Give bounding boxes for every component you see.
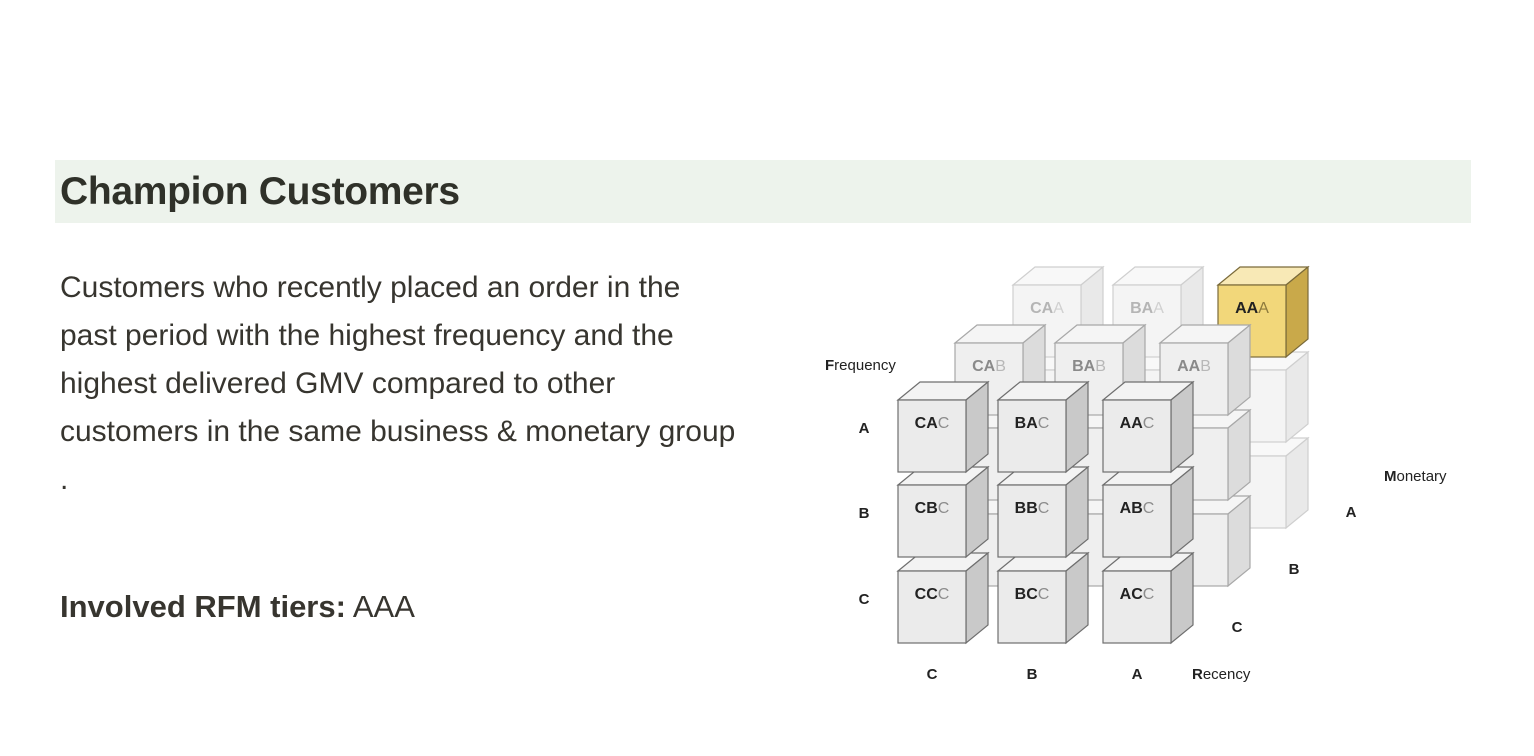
svg-text:BAA: BAA xyxy=(1130,300,1164,317)
tier-cube- xyxy=(953,408,1047,502)
tier-cube-bac: BAC xyxy=(996,380,1090,474)
frequency-level-c: C xyxy=(859,591,870,608)
recency-level-b: B xyxy=(1027,666,1038,683)
tier-cube-bcc: BCC xyxy=(996,551,1090,645)
tier-cube-aac: AAC xyxy=(1101,380,1195,474)
frequency-axis-label: Frequency xyxy=(825,357,896,374)
tiers-value: AAA xyxy=(352,589,415,624)
tier-cube-abc: ABC xyxy=(1101,465,1195,559)
tier-cube-acc: ACC xyxy=(1101,551,1195,645)
svg-text:BAC: BAC xyxy=(1015,415,1050,432)
svg-text:BAB: BAB xyxy=(1072,358,1106,375)
tier-cube- xyxy=(1011,350,1105,444)
monetary-axis-label: Monetary xyxy=(1384,468,1447,485)
tier-cube- xyxy=(953,494,1047,588)
svg-text:BCC: BCC xyxy=(1015,586,1050,603)
svg-text:AAB: AAB xyxy=(1177,358,1211,375)
recency-level-a: A xyxy=(1132,666,1143,683)
page-title: Champion Customers xyxy=(60,170,460,213)
monetary-level-b: B xyxy=(1289,561,1300,578)
involved-tiers: Involved RFM tiers: AAA xyxy=(60,584,415,630)
tier-cube-ccc: CCC xyxy=(896,551,990,645)
frequency-level-a: A xyxy=(859,420,870,437)
frequency-level-b: B xyxy=(859,505,870,522)
tiers-label: Involved RFM tiers: xyxy=(60,589,346,624)
tier-cube-cac: CAC xyxy=(896,380,990,474)
svg-text:CAA: CAA xyxy=(1030,300,1064,317)
svg-text:CBC: CBC xyxy=(915,500,950,517)
monetary-level-c: C xyxy=(1232,619,1243,636)
description-text: Customers who recently placed an order i… xyxy=(60,271,736,496)
recency-level-c: C xyxy=(927,666,938,683)
svg-text:CAB: CAB xyxy=(972,358,1006,375)
svg-text:AAA: AAA xyxy=(1235,300,1269,317)
svg-text:ACC: ACC xyxy=(1120,586,1155,603)
svg-text:AAC: AAC xyxy=(1120,415,1155,432)
svg-text:BBC: BBC xyxy=(1015,500,1050,517)
monetary-level-a: A xyxy=(1346,504,1357,521)
svg-text:CAC: CAC xyxy=(915,415,950,432)
recency-axis-label: Recency xyxy=(1192,666,1251,683)
svg-text:CCC: CCC xyxy=(915,586,950,603)
svg-text:ABC: ABC xyxy=(1120,500,1155,517)
heading-highlight xyxy=(55,160,1471,223)
tier-cube- xyxy=(1158,408,1252,502)
tier-cube-bbc: BBC xyxy=(996,465,1090,559)
tier-cube-cbc: CBC xyxy=(896,465,990,559)
